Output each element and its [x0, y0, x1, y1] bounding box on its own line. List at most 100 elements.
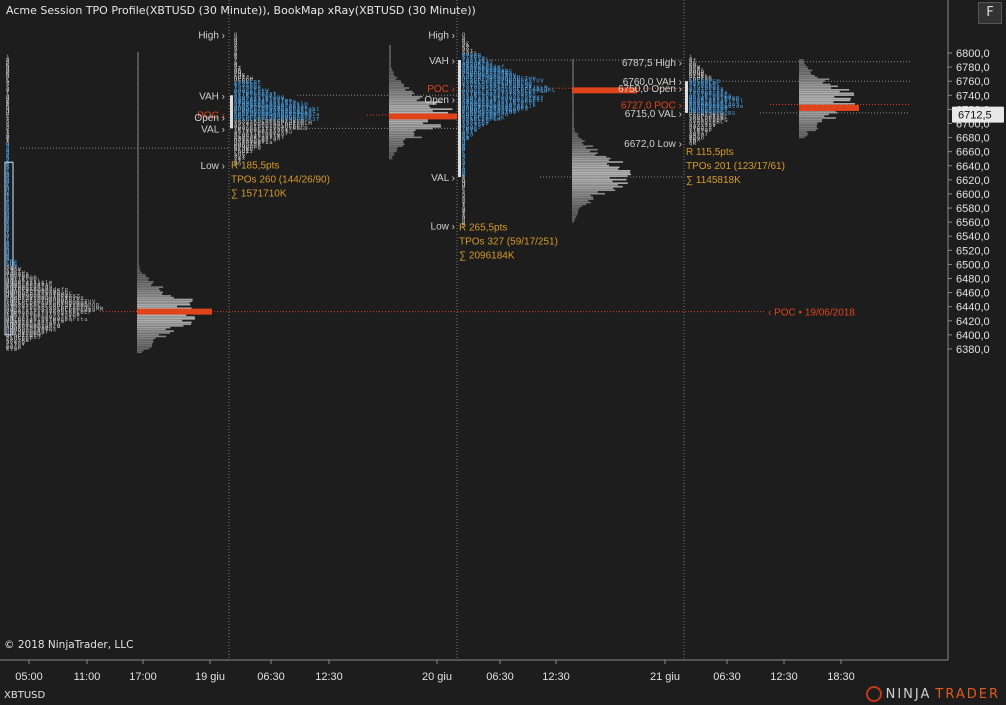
volume-bar [137, 127, 139, 130]
tpo-row: D [6, 187, 10, 193]
volume-bar [389, 134, 414, 137]
volume-bar [137, 303, 191, 306]
tpo-row: y [6, 190, 10, 196]
tpo-row: F [6, 222, 10, 228]
tpo-row: s [462, 195, 466, 201]
volume-bar [799, 125, 817, 128]
session-1-marker-low: Low › [201, 161, 225, 172]
volume-bar [137, 228, 139, 230]
volume-bar [137, 351, 142, 354]
tpo-row: YZab [689, 136, 705, 142]
session-1-stat: TPOs 260 (144/26/90) [231, 175, 330, 186]
volume-bar [137, 129, 139, 132]
tpo-row: g [6, 93, 10, 99]
tpo-row: HIJKLMNOPQRSTUVWXYZ [6, 294, 80, 300]
tpo-row: qrstuvwxy [689, 86, 724, 92]
tpo-profile-session-0: jgebZWURPMKHFCAxvsqnligdbYWTROMJHECzxusp… [6, 55, 103, 353]
volume-bar [572, 161, 623, 163]
volume-bar [389, 74, 395, 77]
time-tick-label: 06:30 [257, 671, 285, 683]
session-2-marker-high: High › [428, 31, 455, 42]
volume-bar [137, 88, 139, 91]
volume-bar [137, 64, 139, 66]
volume-bar [572, 180, 613, 183]
volume-bar [137, 194, 139, 197]
tpo-row: MNOPQRSTUVWXYZabc [6, 291, 73, 297]
volume-bar [389, 52, 391, 54]
session-1-marker-vah: VAH › [199, 91, 225, 102]
tpo-row: i [6, 129, 10, 135]
tpo-row: E [6, 150, 10, 156]
volume-bar [572, 219, 575, 221]
tpo-profile-session-1: OLJGEBzwurpmkhfcaXVSTQRNOLMIJKGHIJDEFGHB… [234, 33, 320, 169]
tpo-row: G [462, 38, 466, 44]
tpo-row: J [6, 146, 10, 152]
volume-bar [799, 81, 823, 84]
volume-bar [572, 191, 598, 193]
volume-bar [137, 208, 139, 211]
tpo-row: xyzABCDEFG [689, 118, 728, 124]
tpo-row: Z [6, 208, 10, 214]
tpo-row: mnopqrstuvwxyzABCDEFGH [462, 89, 548, 95]
tpo-row: WX [462, 137, 470, 143]
volume-bar [799, 103, 856, 105]
volume-bar [799, 117, 836, 119]
tpo-row: rstuvwxyzABCDEFGHIJKLM [462, 86, 548, 92]
tpo-row: tuvwxyz [462, 121, 489, 127]
volume-bar [137, 71, 139, 73]
volume-bar [137, 59, 139, 61]
tpo-row: c [6, 169, 10, 175]
volume-bar [137, 115, 139, 118]
session-1-stat: ∑ 1571710K [231, 189, 287, 200]
tpo-row: xyz [6, 264, 18, 270]
tpo-row: OPQRSTUVWXY [6, 326, 49, 332]
volume-bar [137, 148, 139, 151]
value-area-bar [230, 95, 233, 129]
tpo-row: rstuv [6, 342, 26, 348]
tpo-row: Za [689, 62, 697, 68]
volume-bar [572, 214, 578, 216]
tpo-row: L [6, 181, 10, 187]
tpo-row: i [6, 92, 10, 98]
volume-bar [137, 270, 141, 273]
tpo-row: rstuvwx [234, 86, 261, 92]
session-3-marker: 6760,0 VAH › [623, 77, 682, 88]
volume-bar [572, 207, 580, 209]
tpo-row: STUVWXYZab [462, 66, 501, 72]
tpo-row: H [6, 74, 10, 80]
tpo-row: ghijklmnopqrstu [234, 130, 293, 136]
tpo-row: q [6, 86, 10, 92]
volume-bar [137, 263, 139, 266]
chart-menu-button[interactable]: F [978, 2, 1002, 24]
tpo-row: FGHIJK [689, 76, 713, 82]
tpo-row: F [6, 76, 10, 82]
tpo-row: T [6, 102, 10, 108]
volume-bar [137, 136, 139, 139]
tpo-row: J [462, 36, 466, 42]
volume-bar [799, 97, 851, 100]
volume-bar [572, 97, 574, 100]
tpo-row: ABCDEFGHIJK [462, 115, 505, 121]
tpo-row: m [6, 199, 10, 205]
volume-bar [799, 69, 813, 72]
tpo-row: G [234, 38, 238, 44]
tpo-row: E [6, 113, 10, 119]
volume-bar [389, 131, 414, 133]
tpo-row: R [6, 104, 10, 110]
tpo-row: klm [6, 347, 18, 353]
tpo-row: bcdefghijklmn [689, 97, 740, 103]
tpo-row: DEFGHIJKLMNOPQRSTUVW [234, 114, 312, 120]
tpo-row: QRSTUVWXYZabcd [6, 324, 61, 330]
volume-bar [572, 162, 607, 165]
tpo-row: IJK [234, 73, 246, 79]
volume-poc-bar [389, 113, 457, 120]
volume-bar [137, 175, 139, 177]
price-tick-label: 6460,0 [956, 288, 990, 300]
brand-trader-text: TRADER [935, 686, 1000, 702]
tpo-row: xyz [234, 154, 246, 160]
tpo-row: opqrstuvw [234, 87, 269, 93]
session-1-stat: R 185,5pts [231, 161, 279, 172]
tpo-row: Q [462, 214, 466, 220]
volume-bar [137, 152, 139, 155]
